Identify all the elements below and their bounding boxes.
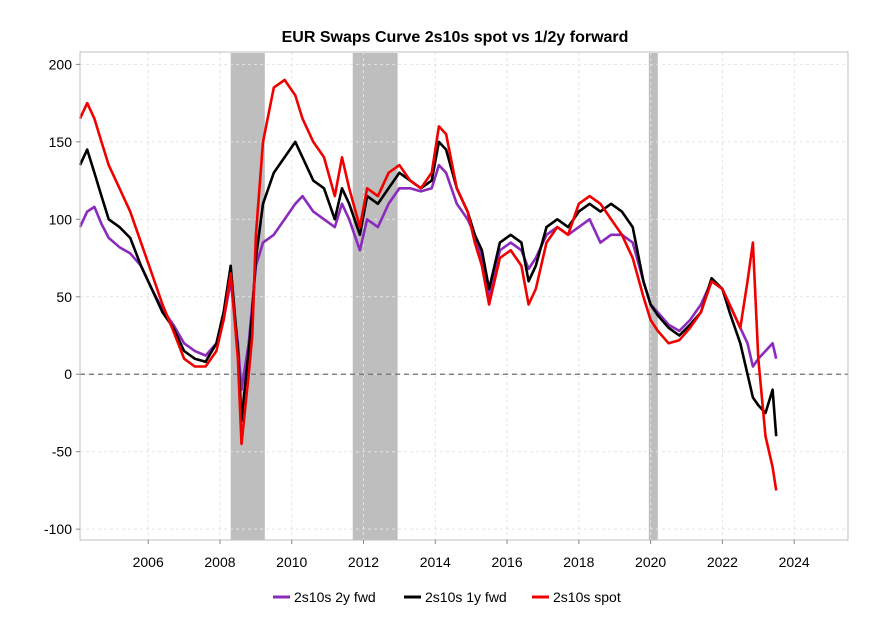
y-tick-label: 50 [56, 289, 72, 305]
series-lines [78, 78, 778, 491]
legend: 2s10s 2y fwd 2s10s 1y fwd 2s10s spot [273, 589, 621, 605]
legend-label-0: 2s10s 2y fwd [294, 589, 376, 605]
shaded-periods [230, 53, 658, 540]
x-axis: 2006 2008 2010 2012 2014 2016 2018 2020 2022 2024 [133, 540, 810, 570]
series-line-1 [78, 140, 778, 437]
x-tick-label: 2008 [204, 554, 235, 570]
shaded-period-2 [648, 53, 658, 540]
x-tick-label: 2014 [420, 554, 451, 570]
legend-label-2: 2s10s spot [553, 589, 621, 605]
y-tick-label: 150 [49, 134, 73, 150]
y-tick-label: 100 [49, 211, 73, 227]
grid-lines [80, 52, 848, 540]
plot-frame [79, 51, 849, 541]
x-tick-label: 2018 [563, 554, 594, 570]
x-tick-label: 2006 [133, 554, 164, 570]
x-tick-label: 2016 [491, 554, 522, 570]
y-tick-label: -50 [52, 444, 72, 460]
y-tick-label: 0 [64, 366, 72, 382]
shaded-period-0 [230, 53, 265, 540]
y-axis: 200 150 100 50 0 -50 -100 [44, 56, 80, 537]
x-tick-label: 2022 [707, 554, 738, 570]
x-tick-label: 2012 [348, 554, 379, 570]
chart-title: EUR Swaps Curve 2s10s spot vs 1/2y forwa… [282, 29, 629, 46]
series-line-2 [78, 78, 778, 491]
x-tick-label: 2024 [779, 554, 810, 570]
legend-label-1: 2s10s 1y fwd [425, 589, 507, 605]
x-tick-label: 2010 [276, 554, 307, 570]
x-tick-label: 2020 [635, 554, 666, 570]
y-tick-label: 200 [49, 56, 73, 72]
y-tick-label: -100 [44, 521, 72, 537]
series-line-0 [78, 163, 778, 391]
